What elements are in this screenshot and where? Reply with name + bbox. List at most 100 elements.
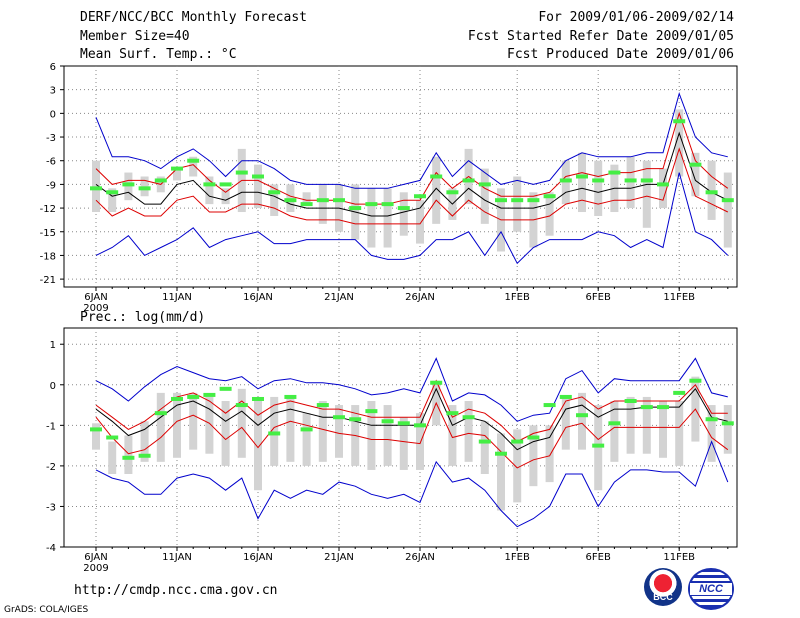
y-tick-label: -3 [46, 133, 56, 144]
observed-marker [397, 421, 410, 426]
y-tick-label: 0 [50, 109, 56, 120]
ensemble-box [659, 401, 667, 458]
x-tick-label: 1FEB [505, 552, 530, 563]
forecast-period: For 2009/01/06-2009/02/14 [538, 10, 734, 25]
footer-url[interactable]: http://cmdp.ncc.cma.gov.cn [74, 583, 278, 598]
y-tick-label: -15 [40, 228, 56, 239]
y-tick-label: 3 [50, 86, 56, 97]
max-line [95, 91, 728, 189]
observed-marker [122, 182, 135, 187]
x-tick-label: 6JAN [84, 552, 107, 563]
min-line [95, 440, 729, 528]
ensemble-box [610, 401, 619, 462]
observed-marker [397, 206, 410, 211]
ensemble-box [464, 401, 473, 462]
y-tick-label: -9 [46, 180, 56, 191]
ensemble-box [497, 433, 505, 511]
ensemble-box [221, 188, 230, 205]
observed-marker [446, 190, 459, 195]
ensemble-box [480, 421, 489, 474]
ensemble-box [594, 160, 603, 216]
observed-marker [154, 178, 167, 183]
observed-marker [381, 419, 394, 424]
observed-marker [365, 202, 378, 207]
ensemble-box [335, 405, 343, 458]
bcc-logo-text: BCC [653, 592, 673, 602]
observed-marker [365, 409, 378, 414]
ensemble-box [723, 172, 732, 248]
ensemble-box [108, 441, 117, 474]
upper-line [95, 379, 728, 443]
observed-marker [187, 394, 200, 399]
y-tick-label: 6 [50, 62, 56, 73]
observed-marker [673, 119, 686, 124]
variable-label: Mean Surf. Temp.: °C [80, 47, 237, 62]
ensemble-box [545, 425, 554, 483]
y-tick-label: -6 [46, 157, 56, 168]
y-tick-label: -18 [40, 251, 56, 262]
observed-marker [592, 443, 605, 448]
observed-marker [414, 423, 426, 428]
ensemble-box [173, 392, 181, 458]
ensemble-box [432, 156, 441, 224]
chart-title: DERF/NCC/BCC Monthly Forecast [80, 10, 307, 25]
ensemble-box [707, 405, 716, 462]
observed-marker [235, 403, 248, 408]
x-tick-label: 26JAN [405, 292, 435, 303]
observed-marker [106, 435, 119, 440]
observed-marker [608, 170, 621, 175]
observed-marker [478, 439, 491, 444]
mean-line [95, 131, 729, 217]
ensemble-box [626, 396, 635, 454]
ensemble-box [642, 160, 651, 228]
observed-marker [721, 421, 734, 426]
x-tick-label: 16JAN [243, 292, 273, 303]
observed-marker [576, 413, 588, 418]
ensemble-box [594, 405, 603, 491]
y-tick-label: -12 [40, 204, 56, 215]
observed-marker [252, 396, 264, 401]
precip-panel-title: Prec.: log(mm/d) [80, 310, 206, 325]
observed-marker [333, 198, 345, 203]
observed-marker [300, 202, 313, 207]
y-tick-label: -4 [46, 543, 56, 554]
ensemble-box [254, 401, 262, 491]
observed-marker [705, 417, 718, 422]
observed-marker [122, 455, 135, 460]
plot-frame [63, 65, 738, 288]
observed-marker [268, 190, 281, 195]
ensemble-box [140, 421, 149, 462]
ensemble-box [416, 200, 424, 244]
grads-credit: GrADS: COLA/IGES [4, 605, 89, 615]
bcc-logo: BCC [644, 568, 682, 606]
observed-marker [414, 194, 426, 199]
y-tick-label: -3 [46, 502, 56, 513]
observed-marker [268, 431, 281, 436]
ensemble-box [367, 401, 376, 470]
observed-marker [171, 166, 183, 171]
ensemble-box [205, 176, 214, 205]
observed-marker [721, 198, 734, 203]
ensemble-box [659, 168, 667, 209]
ensemble-box [399, 192, 408, 236]
ensemble-box [173, 168, 181, 181]
ensemble-box [545, 192, 554, 236]
observed-marker [203, 392, 216, 397]
observed-marker [90, 186, 102, 191]
ensemble-box [480, 168, 489, 224]
observed-marker [624, 399, 637, 403]
x-tick-year-label: 2009 [83, 563, 108, 574]
observed-marker [640, 405, 653, 410]
x-tick-label: 11JAN [162, 292, 192, 303]
x-tick-label: 11FEB [663, 552, 695, 563]
lower-line [95, 401, 729, 469]
observed-marker [316, 403, 329, 408]
observed-marker [559, 394, 572, 399]
observed-marker [657, 405, 669, 410]
observed-marker [252, 174, 264, 179]
ensemble-box [108, 188, 117, 213]
ensemble-box [156, 392, 165, 462]
ensemble-box [642, 396, 651, 454]
ensemble-box [367, 188, 376, 248]
